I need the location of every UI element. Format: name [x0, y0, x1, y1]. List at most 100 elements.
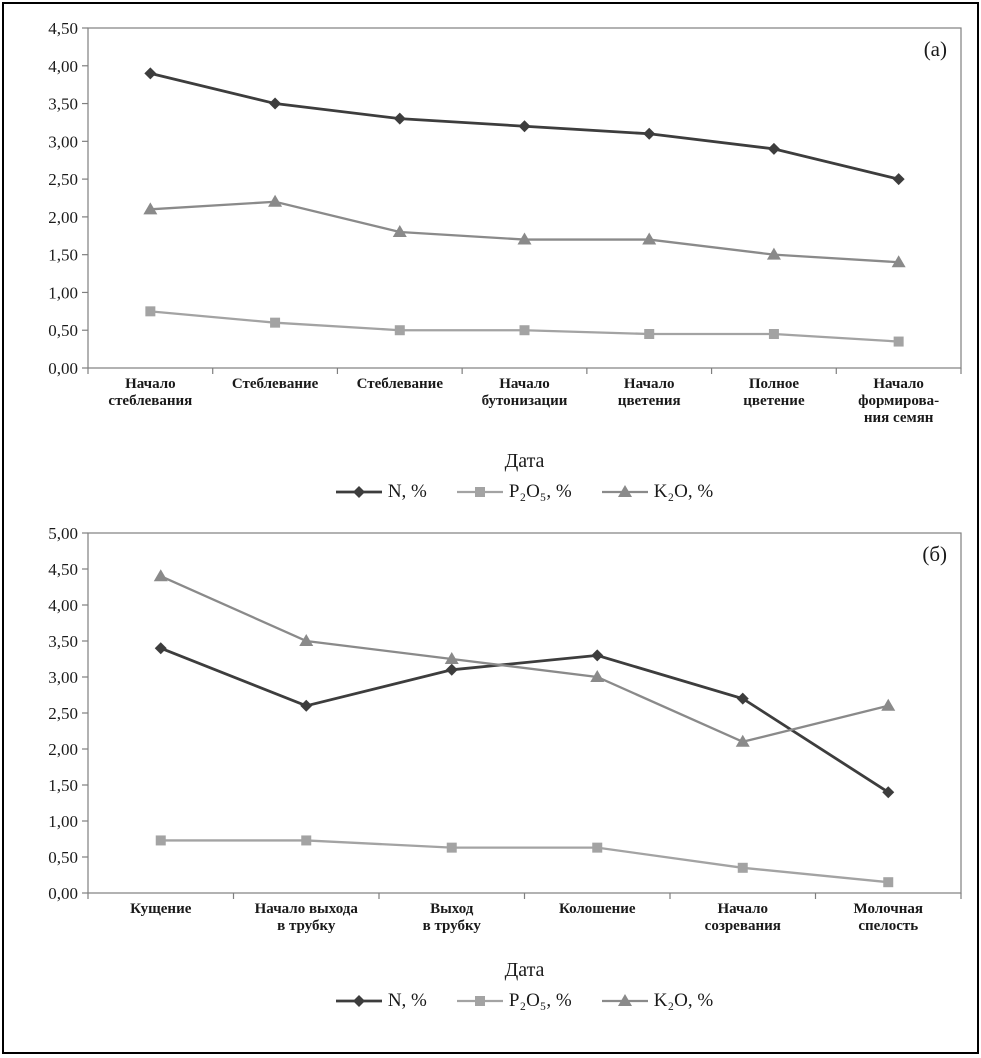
- x-category-label: Начало: [125, 376, 176, 392]
- x-category-label: Стеблевание: [357, 376, 444, 392]
- square-marker: [644, 329, 655, 339]
- x-category-label: стеблевания: [108, 393, 192, 409]
- diamond-marker: [445, 663, 458, 676]
- triangle-marker: [444, 652, 459, 664]
- diamond-marker: [154, 642, 167, 655]
- y-tick-label: 2,00: [48, 740, 78, 759]
- triangle-marker: [891, 255, 906, 268]
- series-line: [160, 575, 889, 744]
- triangle-marker: [642, 232, 657, 245]
- x-category-label: цветения: [618, 393, 681, 409]
- diamond-marker: [643, 127, 656, 140]
- chart-a: 0,00 0,50 1,00 1,50 2,00 2,50 3,00 3,50 4,00 4,50…: [48, 19, 962, 426]
- square-marker: [893, 336, 904, 347]
- legend-swatch-square: [456, 996, 503, 1006]
- panel-label: (б): [922, 542, 947, 566]
- legend-item: K₂O, %: [601, 990, 714, 1012]
- chart-b: 0,00 0,50 1,00 1,50 2,00 2,50 3,00 3,50 4,00 4,50…: [48, 524, 962, 934]
- square-marker: [394, 325, 405, 336]
- y-tick-label: 2,50: [48, 704, 78, 723]
- triangle-marker: [766, 247, 781, 260]
- diamond-marker: [736, 692, 749, 705]
- x-category-label: Начало: [717, 901, 768, 917]
- y-tick-label: 3,50: [48, 95, 78, 114]
- diamond-marker: [300, 699, 313, 712]
- y-tick-label: 0,00: [48, 884, 78, 903]
- legend-label: N, %: [387, 481, 427, 502]
- triangle-marker: [590, 670, 605, 682]
- legend-item: N, %: [335, 990, 427, 1012]
- x-category-label: Начало: [499, 376, 550, 392]
- triangle-marker: [617, 485, 632, 497]
- x-category-label: Молочная: [853, 901, 923, 917]
- diamond-marker: [591, 649, 604, 662]
- diamond-marker: [767, 142, 780, 155]
- diamond-marker: [352, 995, 365, 1007]
- legend-b: N, % P₂O₅, % K₂O, %: [88, 990, 961, 1012]
- y-tick-label: 3,00: [48, 132, 78, 151]
- x-category-label: в трубку: [277, 918, 336, 934]
- y-tick-label: 4,00: [48, 57, 78, 76]
- panel-b: 0,00 0,50 1,00 1,50 2,00 2,50 3,00 3,50 4,00 4,50…: [12, 519, 969, 1012]
- x-category-label: Начало выхода: [255, 901, 359, 917]
- triangle-marker: [881, 698, 896, 711]
- legend-label: K₂O, %: [653, 990, 714, 1011]
- legend-item: P₂O₅, %: [456, 481, 572, 503]
- legend-label: N, %: [387, 990, 427, 1011]
- square-marker: [270, 317, 281, 328]
- square-marker: [446, 842, 457, 853]
- triangle-marker: [735, 734, 750, 747]
- x-axis-title-b: Дата: [504, 959, 545, 981]
- square-marker: [592, 842, 603, 853]
- plot-frame: [87, 27, 962, 369]
- y-tick-label: 2,00: [48, 208, 78, 227]
- diamond-marker: [269, 97, 282, 110]
- square-marker: [519, 325, 530, 336]
- y-tick-label: 1,50: [48, 776, 78, 795]
- diamond-marker: [144, 67, 157, 80]
- x-category-label: формирова-: [858, 393, 939, 409]
- legend-label: P₂O₅, %: [508, 990, 572, 1011]
- square-marker: [155, 835, 166, 846]
- panel-label: (а): [924, 37, 947, 61]
- diamond-marker: [352, 486, 365, 498]
- legend-swatch-square: [456, 487, 503, 497]
- y-tick-label: 2,50: [48, 170, 78, 189]
- legend-swatch-triangle: [601, 994, 648, 1006]
- x-category-label: Начало: [624, 376, 675, 392]
- legend-swatch-triangle: [601, 485, 648, 497]
- y-tick-label: 4,50: [48, 19, 78, 38]
- legend-item: P₂O₅, %: [456, 990, 572, 1012]
- x-category-label: бутонизации: [482, 393, 568, 409]
- y-tick-label: 3,00: [48, 668, 78, 687]
- square-marker: [301, 835, 312, 846]
- diamond-marker: [882, 786, 895, 799]
- x-category-label: Полное: [749, 376, 800, 392]
- x-category-label: Выход: [430, 901, 474, 917]
- x-category-label: цветение: [743, 393, 805, 409]
- x-category-label: ния семян: [864, 410, 934, 426]
- square-marker: [737, 862, 748, 873]
- legend-a: N, % P₂O₅, % K₂O, %: [88, 481, 961, 503]
- y-tick-label: 1,50: [48, 246, 78, 265]
- legend-item: K₂O, %: [601, 481, 713, 503]
- x-category-label: Стеблевание: [232, 376, 319, 392]
- triangle-marker: [617, 994, 632, 1006]
- y-tick-label: 0,50: [48, 321, 78, 340]
- square-marker: [883, 877, 894, 888]
- legend-item: N, %: [335, 481, 427, 503]
- y-tick-label: 1,00: [48, 812, 78, 831]
- diamond-marker: [518, 120, 531, 133]
- diamond-marker: [892, 173, 905, 186]
- panel-a: 0,00 0,50 1,00 1,50 2,00 2,50 3,00 3,50 4,00 4,50…: [12, 14, 969, 503]
- triangle-marker: [517, 232, 532, 245]
- plot-frame: [87, 532, 962, 894]
- y-tick-label: 4,00: [48, 596, 78, 615]
- triangle-marker: [392, 225, 407, 237]
- x-category-label: в трубку: [423, 918, 482, 934]
- legend-label: P₂O₅, %: [508, 481, 572, 502]
- square-marker: [768, 329, 779, 339]
- series-line: [160, 646, 890, 794]
- series-line: [150, 200, 899, 264]
